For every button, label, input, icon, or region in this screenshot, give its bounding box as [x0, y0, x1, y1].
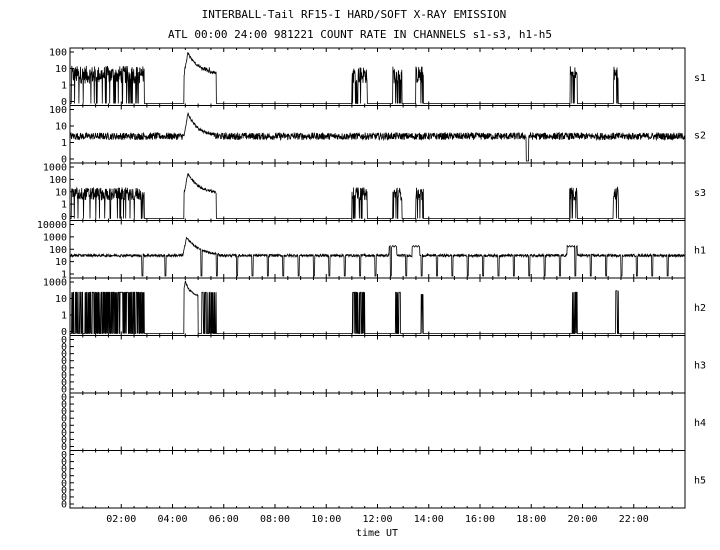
y-tick-label-s2: 10: [55, 122, 67, 133]
y-tick-label-h4: 0: [61, 442, 67, 453]
y-tick-label-h4: 0: [61, 407, 67, 418]
panel-label-h4: h4: [694, 418, 706, 429]
y-tick-label-h5: 0: [61, 500, 67, 511]
y-tick-label-s3: 1: [61, 200, 67, 211]
series-line-s3: [70, 173, 685, 219]
y-tick-label-h5: 0: [61, 478, 67, 489]
x-tick-label: 20:00: [567, 514, 597, 525]
x-tick-label: 18:00: [516, 514, 546, 525]
series-line-h1: [69, 236, 685, 277]
panel-label-s1: s1: [694, 73, 706, 84]
y-tick-label-h3: 0: [61, 363, 67, 374]
x-tick-label: 16:00: [465, 514, 495, 525]
y-tick-label-h4: 0: [61, 421, 67, 432]
x-tick-label: 10:00: [311, 514, 341, 525]
x-tick-label: 02:00: [106, 514, 136, 525]
y-tick-label-h1: 1: [61, 270, 67, 281]
panels-group: s11001010s21001010s310001001010h11000010…: [37, 47, 706, 525]
x-axis-label: time UT: [356, 528, 398, 539]
x-tick-label: 06:00: [209, 514, 239, 525]
chart-subtitle: ATL 00:00 24:00 981221 COUNT RATE IN CHA…: [168, 28, 552, 41]
y-tick-label-s2: 1: [61, 138, 67, 149]
y-tick-label-h2: 1000: [43, 278, 67, 289]
y-tick-label-s1: 1: [61, 81, 67, 92]
y-tick-label-h3: 0: [61, 335, 67, 346]
y-tick-label-s3: 1000: [43, 163, 67, 174]
y-tick-label-h5: 0: [61, 450, 67, 461]
x-tick-label: 08:00: [260, 514, 290, 525]
x-tick-label: 22:00: [619, 514, 649, 525]
series-line-s2: [69, 111, 686, 162]
panel-frame-h1: [69, 220, 686, 279]
panel-label-h2: h2: [694, 303, 706, 314]
y-tick-label-s1: 10: [55, 64, 67, 75]
panel-frame-h4: [69, 392, 686, 451]
panel-label-s3: s3: [694, 188, 706, 199]
panel-frame-s1: [69, 47, 686, 106]
y-tick-label-h5: 0: [61, 457, 67, 468]
y-tick-label-s1: 0: [61, 97, 67, 108]
y-tick-label-h3: 0: [61, 356, 67, 367]
y-tick-label-h1: 10: [55, 257, 67, 268]
y-tick-label-h2: 0: [61, 327, 67, 338]
panel-frame-h3: [69, 335, 686, 394]
y-tick-label-s3: 10: [55, 187, 67, 198]
y-tick-label-h3: 0: [61, 377, 67, 388]
panel-frame-h2: [69, 277, 686, 336]
series-line-s1: [70, 52, 685, 104]
panel-label-h1: h1: [694, 245, 706, 256]
panel-label-h5: h5: [694, 475, 706, 486]
y-tick-label-s2: 100: [49, 105, 67, 116]
y-tick-label-h4: 0: [61, 393, 67, 404]
panel-frame-s3: [69, 162, 686, 221]
x-tick-label: 12:00: [362, 514, 392, 525]
panel-label-s2: s2: [694, 130, 706, 141]
y-tick-label-h4: 0: [61, 428, 67, 439]
y-tick-label-h3: 0: [61, 342, 67, 353]
y-tick-label-h4: 0: [61, 400, 67, 411]
y-tick-label-h3: 0: [61, 385, 67, 396]
x-tick-label: 14:00: [414, 514, 444, 525]
x-tick-label: 04:00: [157, 514, 187, 525]
y-tick-label-h3: 0: [61, 349, 67, 360]
y-tick-label-s3: 100: [49, 175, 67, 186]
y-tick-label-h5: 0: [61, 485, 67, 496]
y-tick-label-h4: 0: [61, 435, 67, 446]
y-tick-label-s1: 100: [49, 48, 67, 59]
chart-title: INTERBALL-Tail RF15-I HARD/SOFT X-RAY EM…: [202, 8, 507, 21]
y-tick-label-h5: 0: [61, 464, 67, 475]
y-tick-label-h1: 1000: [43, 232, 67, 243]
y-tick-label-h1: 100: [49, 245, 67, 256]
y-tick-label-h2: 1: [61, 311, 67, 322]
y-tick-label-h5: 0: [61, 492, 67, 503]
y-tick-label-h2: 10: [55, 294, 67, 305]
series-line-h2: [70, 280, 685, 334]
y-tick-label-s3: 0: [61, 212, 67, 223]
panel-label-h3: h3: [694, 360, 706, 371]
y-tick-label-h4: 0: [61, 414, 67, 425]
y-tick-label-h5: 0: [61, 471, 67, 482]
y-tick-label-h1: 10000: [37, 220, 67, 231]
y-tick-label-s2: 0: [61, 155, 67, 166]
y-tick-label-h3: 0: [61, 370, 67, 381]
panel-frame-h5: [69, 450, 686, 509]
